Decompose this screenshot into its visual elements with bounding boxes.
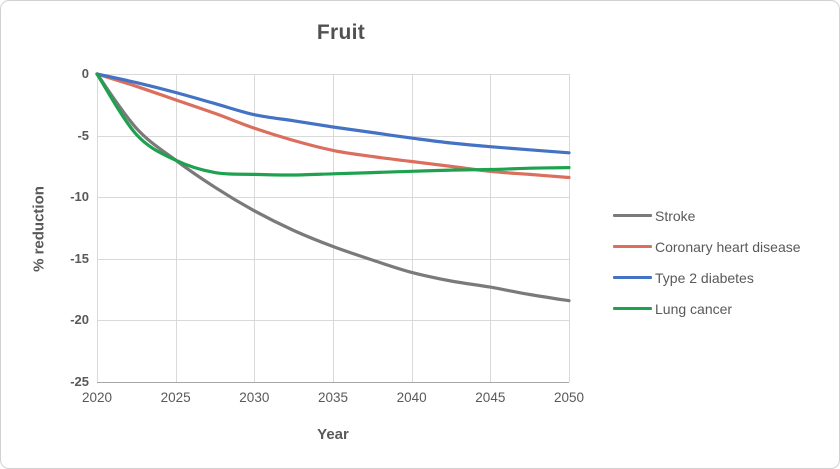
y-tick-label: -25 (70, 374, 89, 389)
legend-label: Lung cancer (655, 300, 733, 317)
x-axis-title: Year (317, 426, 349, 443)
legend-label: Type 2 diabetes (655, 269, 754, 286)
x-tick-label: 2040 (396, 390, 427, 405)
y-tick-label: -20 (70, 312, 89, 328)
x-tick-label: 2050 (553, 390, 585, 405)
legend-line-swatch (613, 307, 652, 310)
legend-line-swatch (613, 214, 652, 217)
legend-item-coronary-heart-disease: Coronary heart disease (613, 231, 801, 262)
x-tick-label: 2030 (239, 390, 270, 405)
legend-item-type-2-diabetes: Type 2 diabetes (613, 262, 801, 293)
y-tick-label: -10 (70, 189, 89, 205)
x-tick-label: 2020 (81, 390, 113, 405)
legend-item-stroke: Stroke (613, 200, 801, 231)
series-line-lung-cancer (95, 72, 571, 177)
x-tick-label: 2035 (317, 390, 349, 405)
series-line-type-2-diabetes (95, 72, 571, 155)
legend-line-swatch (613, 245, 652, 248)
legend: Stroke Coronary heart disease Type 2 diabe… (613, 200, 801, 324)
y-tick-label: -5 (77, 127, 89, 143)
legend-label: Coronary heart disease (655, 238, 801, 255)
y-tick-label: 0 (81, 66, 89, 81)
legend-line-swatch (613, 276, 652, 279)
series-line-coronary-heart-disease (95, 72, 571, 180)
x-tick-label: 2025 (160, 390, 191, 405)
legend-item-lung-cancer: Lung cancer (613, 293, 801, 324)
legend-label: Stroke (655, 207, 696, 224)
y-tick-label: -15 (70, 250, 89, 266)
chart-title: Fruit (316, 21, 366, 44)
x-tick-label: 2045 (475, 390, 506, 405)
